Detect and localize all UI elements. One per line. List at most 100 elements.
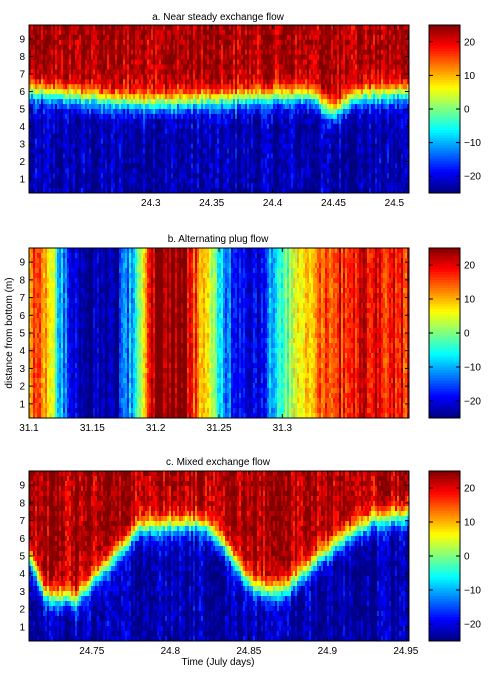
heatmap-cell [331,64,334,70]
heatmap-cell [125,49,128,56]
heatmap-cell [165,34,168,41]
heatmap-cell [67,118,70,125]
heatmap-cell [71,113,74,120]
heatmap-cell [397,128,400,135]
heatmap-cell [351,143,354,149]
heatmap-cell [257,69,260,75]
heatmap-cell [129,34,132,41]
heatmap-cell [31,138,34,144]
heatmap-cell [243,69,246,75]
heatmap-cell [305,49,308,56]
heatmap-cell [251,49,254,56]
heatmap-cell [189,69,192,75]
heatmap-cell [107,59,110,65]
heatmap-cell [151,25,154,31]
heatmap-cell [243,109,246,115]
heatmap-cell [273,128,276,135]
heatmap-cell [177,128,180,135]
heatmap-cell [401,44,404,51]
heatmap-cell [105,34,108,41]
heatmap-cell [165,133,168,140]
heatmap-cell [251,69,254,75]
heatmap-cell [329,113,332,120]
heatmap-cell [297,59,300,65]
heatmap-cell [299,89,302,95]
heatmap-cell [333,109,336,115]
heatmap-cell [155,109,158,115]
heatmap-cell [101,128,104,135]
heatmap-cell [349,94,352,100]
heatmap-cell [81,59,84,65]
heatmap-cell [131,133,134,140]
heatmap-cell [33,34,36,41]
heatmap-cell [323,39,326,46]
heatmap-cell [205,94,208,100]
heatmap-cell [143,94,146,100]
heatmap-cell [149,69,152,75]
heatmap-cell [75,54,78,60]
heatmap-cell [177,84,180,90]
heatmap-cell [189,64,192,70]
heatmap-cell [37,64,40,70]
heatmap-cell [139,59,142,65]
heatmap-cell [257,123,260,130]
heatmap-cell [269,84,272,90]
heatmap-cell [119,94,122,100]
heatmap-cell [45,128,48,135]
heatmap-cell [341,133,344,140]
heatmap-cell [375,109,378,115]
heatmap-cell [337,133,340,140]
heatmap-cell [93,25,96,31]
heatmap-cell [311,59,314,65]
heatmap-cell [145,118,148,125]
heatmap-cell [215,59,218,65]
heatmap-cell [403,54,406,60]
heatmap-cell [325,34,328,41]
heatmap-cell [317,143,320,149]
heatmap-cell [123,79,126,85]
heatmap-cell [235,94,238,100]
heatmap-cell [111,104,114,110]
heatmap-cell [101,89,104,95]
heatmap-cell [207,133,210,140]
heatmap-cell [109,138,112,144]
heatmap-cell [345,39,348,46]
heatmap-cell [111,133,114,140]
heatmap-cell [397,94,400,100]
heatmap-cell [159,74,162,80]
heatmap-cell [279,64,282,70]
heatmap-cell [141,133,144,140]
heatmap-cell [323,74,326,80]
heatmap-cell [185,84,188,90]
heatmap-cell [65,25,68,31]
heatmap-cell [315,44,318,51]
heatmap-cell [275,128,278,135]
heatmap-cell [97,29,100,36]
heatmap-cell [285,94,288,100]
heatmap-cell [287,29,290,36]
heatmap-cell [287,54,290,60]
heatmap-cell [375,34,378,41]
heatmap-cell [81,84,84,90]
heatmap-cell [361,128,364,135]
heatmap-cell [79,143,82,149]
heatmap-cell [71,49,74,56]
heatmap-cell [239,59,242,65]
heatmap-cell [185,113,188,120]
heatmap-cell [341,49,344,56]
heatmap-cell [85,44,88,51]
heatmap-cell [253,69,256,75]
heatmap-cell [365,25,368,31]
heatmap-cell [241,54,244,60]
heatmap-cell [311,44,314,51]
heatmap-cell [67,104,70,110]
heatmap-cell [349,64,352,70]
heatmap-cell [341,54,344,60]
heatmap-cell [83,29,86,36]
heatmap-cell [185,94,188,100]
heatmap-cell [93,143,96,149]
heatmap-cell [137,133,140,140]
heatmap-cell [63,104,66,110]
heatmap-cell [365,128,368,135]
heatmap-cell [361,143,364,149]
